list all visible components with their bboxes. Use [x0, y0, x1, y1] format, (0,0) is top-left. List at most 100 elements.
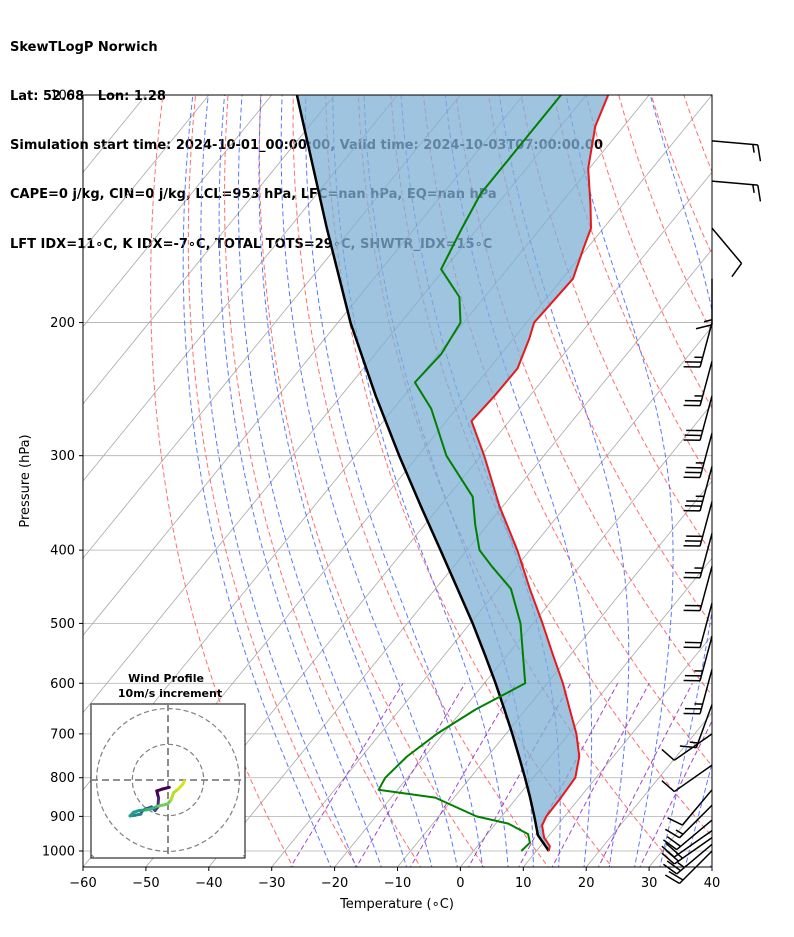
wind-barb-flag — [666, 836, 682, 847]
moist-adiabat-line — [305, 95, 484, 867]
dry-adiabat-line — [683, 95, 712, 173]
dry-adiabat-line — [716, 95, 794, 870]
dry-adiabat-line — [292, 95, 549, 867]
dry-adiabat-line — [650, 95, 712, 256]
wind-barb — [711, 140, 762, 162]
wind-barb-flag — [661, 748, 675, 761]
isotherm-line — [585, 711, 712, 867]
wind-barb-shaft — [699, 602, 713, 648]
x-tick-label: 0 — [456, 876, 464, 891]
mixing-ratio-line — [355, 683, 466, 867]
wind-barb — [667, 789, 713, 826]
dry-adiabat-line — [224, 95, 422, 867]
moist-adiabat-line — [200, 95, 357, 867]
wind-barb — [683, 466, 713, 512]
wind-barb-flag — [661, 780, 675, 793]
moist-adiabat-line — [258, 95, 433, 867]
wind-barb-shaft — [711, 227, 743, 264]
wind-barb-flag — [667, 817, 683, 826]
wind-barb-flag — [664, 874, 680, 885]
wind-barb-flag — [757, 185, 762, 202]
wind-barbs — [661, 140, 762, 885]
dry-adiabat-line — [749, 95, 794, 870]
wind-barb-shaft — [676, 843, 713, 875]
wind-barb-half-flag — [752, 184, 755, 193]
y-tick-label: 500 — [50, 617, 75, 632]
wind-barb-shaft — [681, 789, 713, 826]
wind-barb — [683, 322, 713, 368]
wind-barb-flag — [666, 860, 682, 872]
wind-barb-half-flag — [675, 829, 684, 835]
wind-barb-half-flag — [689, 741, 699, 744]
y-tick-label: 600 — [50, 677, 75, 692]
wind-barb-half-flag — [677, 862, 685, 869]
isotherm-line — [648, 789, 712, 867]
wind-barb — [679, 704, 713, 749]
dry-adiabat-line — [455, 95, 712, 697]
x-tick-label: 10 — [515, 876, 532, 891]
x-axis-label: Temperature (∘C) — [339, 897, 454, 912]
hodograph-area — [91, 704, 245, 858]
mixing-ratio-line — [409, 683, 517, 867]
wind-barb-shaft — [673, 830, 713, 858]
moist-adiabat-line — [237, 95, 408, 867]
x-tick-label: −60 — [69, 876, 96, 891]
wind-barb — [695, 278, 713, 330]
moist-adiabat-line — [709, 859, 712, 867]
moist-adiabat-line — [218, 95, 382, 867]
wind-barb — [662, 819, 713, 851]
wind-barb-flag — [695, 324, 713, 330]
wind-barb-shaft — [676, 819, 713, 851]
isotherm-line — [711, 866, 712, 867]
isotherm-line — [772, 78, 794, 870]
y-tick-label: 800 — [50, 771, 75, 786]
wind-barb-shaft — [699, 361, 713, 406]
wind-barb — [711, 227, 743, 278]
x-tick-label: −20 — [321, 876, 348, 891]
wind-barb-half-flag — [752, 144, 755, 153]
isotherm-line — [83, 95, 210, 251]
y-axis-label: Pressure (hPa) — [18, 434, 33, 527]
wind-barb — [711, 180, 762, 202]
isotherm-line — [83, 95, 336, 405]
wind-barb — [662, 843, 713, 875]
wind-barb-shaft — [699, 636, 713, 681]
x-tick-label: 40 — [704, 876, 721, 891]
x-tick-label: 30 — [641, 876, 658, 891]
wind-barb — [661, 764, 713, 793]
hodograph-trace-segment — [157, 802, 170, 808]
isotherm-line — [83, 95, 84, 96]
wind-barb-flag — [731, 262, 743, 278]
wind-barb-flag — [662, 839, 678, 851]
wind-barb-half-flag — [703, 319, 713, 323]
moist-adiabat-line — [182, 95, 332, 867]
x-tick-label: −10 — [384, 876, 411, 891]
chart-title: SkewTLogP Norwich — [10, 39, 158, 55]
isotherm-line — [334, 403, 712, 867]
wind-barb — [683, 602, 713, 649]
wind-barb-flag — [662, 863, 678, 875]
wind-barb-flag — [679, 745, 697, 749]
wind-barb-shaft — [699, 432, 713, 478]
location-line: Lat: 52.68 Lon: 1.28 — [10, 89, 166, 105]
wind-barb-shaft — [678, 804, 713, 839]
y-tick-label: 400 — [50, 544, 75, 559]
y-tick-label: 900 — [50, 810, 75, 825]
wind-barb-flag — [757, 144, 762, 162]
wind-barb-shaft — [699, 501, 713, 547]
hodograph-trace-segment — [181, 779, 186, 786]
wind-barb — [683, 636, 713, 682]
wind-barb-flag — [665, 842, 679, 855]
dry-adiabat-line — [422, 95, 712, 767]
wind-barb — [664, 850, 713, 885]
parcel-profile-line — [295, 95, 550, 852]
wind-barb-flag — [664, 828, 680, 839]
mixing-ratio-line — [597, 683, 693, 867]
wind-barb — [683, 565, 713, 612]
wind-barb-shaft — [699, 466, 713, 512]
wind-barb-shaft — [699, 669, 713, 714]
y-tick-label: 200 — [50, 316, 75, 331]
wind-barb-shaft — [695, 704, 713, 748]
dry-adiabat-line — [553, 95, 712, 483]
